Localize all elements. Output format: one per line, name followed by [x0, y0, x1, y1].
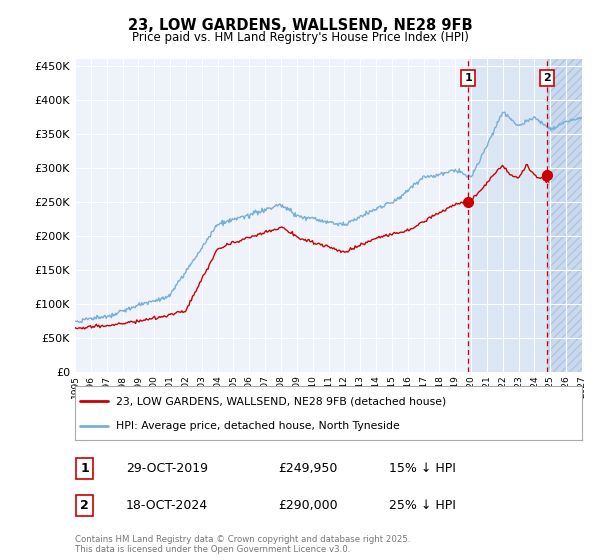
Text: £249,950: £249,950 — [278, 462, 337, 475]
Text: £290,000: £290,000 — [278, 499, 337, 512]
Text: 23, LOW GARDENS, WALLSEND, NE28 9FB (detached house): 23, LOW GARDENS, WALLSEND, NE28 9FB (det… — [116, 396, 446, 407]
Text: 15% ↓ HPI: 15% ↓ HPI — [389, 462, 456, 475]
Text: 29-OCT-2019: 29-OCT-2019 — [126, 462, 208, 475]
Text: Contains HM Land Registry data © Crown copyright and database right 2025.
This d: Contains HM Land Registry data © Crown c… — [75, 535, 410, 554]
Text: HPI: Average price, detached house, North Tyneside: HPI: Average price, detached house, Nort… — [116, 421, 400, 431]
Text: Price paid vs. HM Land Registry's House Price Index (HPI): Price paid vs. HM Land Registry's House … — [131, 31, 469, 44]
Text: 23, LOW GARDENS, WALLSEND, NE28 9FB: 23, LOW GARDENS, WALLSEND, NE28 9FB — [128, 18, 472, 33]
Text: 25% ↓ HPI: 25% ↓ HPI — [389, 499, 456, 512]
Text: 2: 2 — [80, 499, 89, 512]
Text: 18-OCT-2024: 18-OCT-2024 — [126, 499, 208, 512]
Text: 1: 1 — [464, 73, 472, 83]
Bar — [547, 59, 582, 372]
Text: 1: 1 — [80, 462, 89, 475]
Text: 2: 2 — [543, 73, 551, 83]
Bar — [469, 59, 582, 372]
